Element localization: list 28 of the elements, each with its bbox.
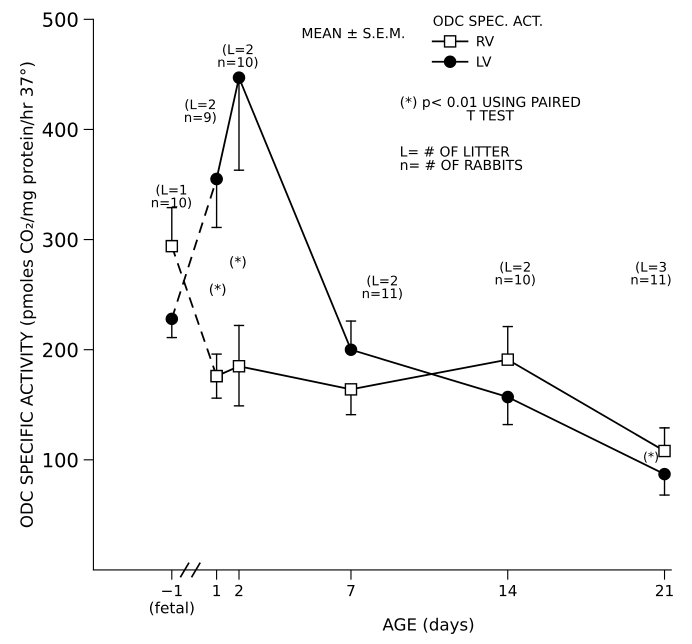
x-tick-label: 2 xyxy=(235,584,242,596)
annotation: (L=2 n=9) xyxy=(185,99,216,124)
annotation: (*) xyxy=(230,256,246,268)
y-axis-title: ODC SPECIFIC ACTIVITY (pmoles CO₂/mg protein/hr 37°) xyxy=(20,62,36,528)
annotation: (L=2 n=11) xyxy=(362,275,402,300)
x-tick-label: 21 xyxy=(656,584,673,596)
x-tick-label: 14 xyxy=(500,584,517,596)
x-tick-label: 7 xyxy=(347,584,355,596)
annotation: (*) p< 0.01 USING PAIRED T TEST xyxy=(400,96,580,121)
y-tick-label: 100 xyxy=(44,452,78,468)
annotation: (L=1 n=10) xyxy=(152,184,191,210)
y-tick-label: 300 xyxy=(43,232,78,248)
y-tick-label: 500 xyxy=(43,12,78,27)
annotation: (L=3 n=11) xyxy=(632,262,671,286)
y-tick-label: 400 xyxy=(42,122,78,138)
legend-label: LV xyxy=(477,56,492,67)
annotation: MEAN ± S.E.M. xyxy=(302,28,404,38)
annotation: (L=2 n=10) xyxy=(218,44,258,69)
legend-title: ODC SPEC. ACT. xyxy=(434,16,542,26)
annotation: (*) xyxy=(210,284,226,296)
x-tick-label: 1 xyxy=(213,584,220,596)
annotation: L= # OF LITTER n= # OF RABBITS xyxy=(400,146,522,170)
annotation: (*) xyxy=(644,452,658,463)
y-tick-label: 200 xyxy=(43,342,78,358)
legend-label: RV xyxy=(477,36,494,46)
x-axis-title: AGE (days) xyxy=(382,618,474,634)
x-tick-label: −1 (fetal) xyxy=(150,584,194,616)
annotation: (L=2 n=10) xyxy=(496,262,535,286)
